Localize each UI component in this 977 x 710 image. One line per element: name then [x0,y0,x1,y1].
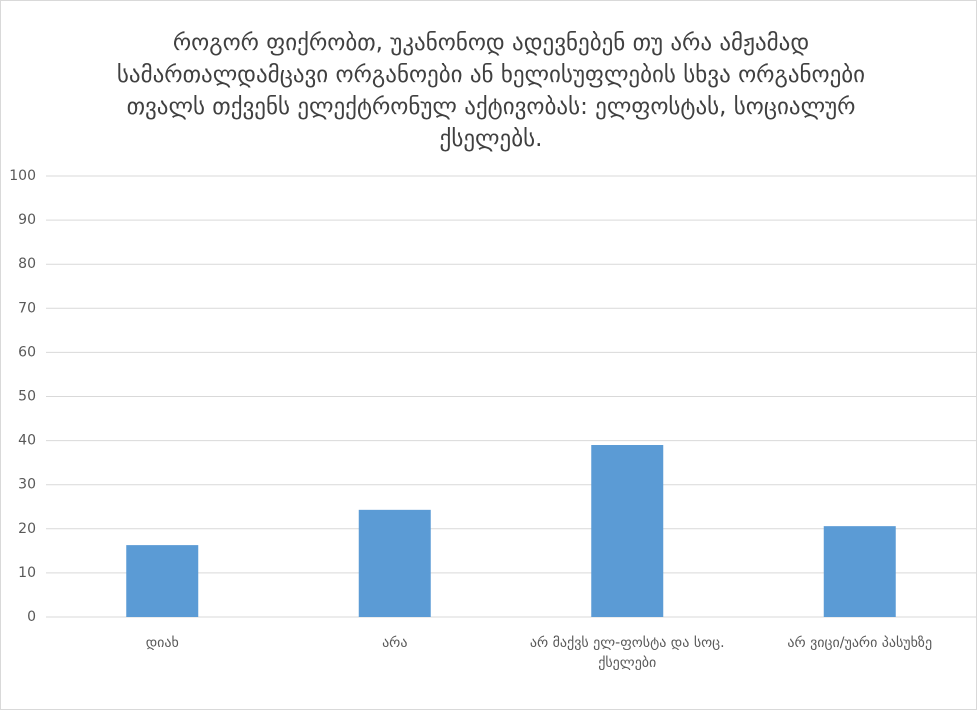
x-tick-label: არა [382,635,408,651]
y-tick-label: 0 [27,609,36,625]
y-tick-label: 40 [18,433,36,449]
y-tick-label: 90 [18,212,36,228]
y-tick-label: 20 [18,521,36,537]
y-tick-label: 100 [9,168,36,184]
y-tick-label: 80 [18,256,36,272]
bar [591,445,664,617]
bar [823,526,896,617]
y-tick-label: 50 [18,389,36,405]
bar [358,509,431,617]
y-tick-label: 60 [18,344,36,360]
y-tick-label: 10 [18,565,36,581]
chart-title: როგორ ფიქრობთ, უკანონოდ ადევნებენ თუ არა… [116,30,866,152]
y-tick-label: 70 [18,300,36,316]
y-tick-label: 30 [18,477,36,493]
x-tick-label: არ ვიცი/უარი პასუხზე [787,635,933,651]
bar [126,545,199,617]
x-tick-label: არ მაქვს ელ-ფოსტა და სოც. ქსელები [529,635,725,671]
x-tick-label: დიახ [145,635,179,651]
